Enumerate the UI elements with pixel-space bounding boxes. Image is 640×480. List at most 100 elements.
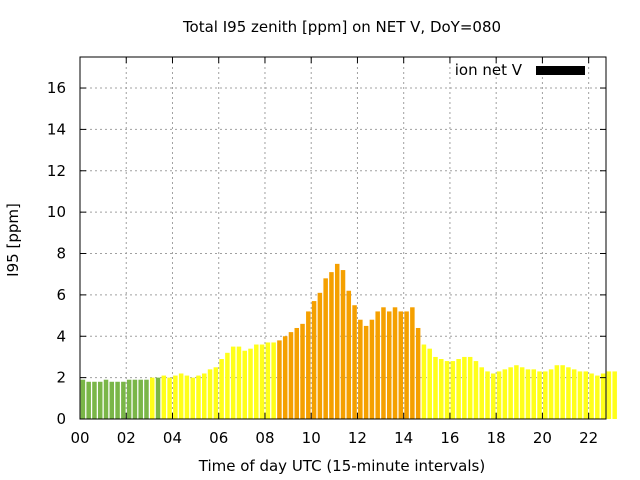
bar [606, 371, 612, 419]
bar [150, 377, 155, 419]
bar [369, 319, 375, 419]
bar [363, 325, 369, 419]
x-tick-label: 16 [440, 429, 459, 447]
bar [254, 344, 259, 419]
bar [334, 263, 340, 419]
bars [80, 263, 617, 419]
bar [531, 369, 536, 419]
bar [323, 278, 328, 419]
bar [317, 292, 323, 419]
bar [190, 377, 195, 419]
y-tick-label: 2 [56, 369, 66, 387]
x-tick-label: 10 [302, 429, 321, 447]
bar [236, 346, 242, 419]
x-tick-label: 02 [117, 429, 136, 447]
y-tick-label: 8 [56, 245, 66, 263]
legend: ion net V [455, 61, 585, 79]
y-tick-label: 16 [47, 79, 66, 97]
bar [473, 361, 479, 419]
bar [548, 369, 554, 419]
bar [138, 379, 143, 419]
bar [571, 369, 577, 419]
bar [467, 356, 473, 419]
chart-title: Total I95 zenith [ppm] on NET V, DoY=080 [182, 18, 501, 36]
legend-label: ion net V [455, 61, 523, 79]
bar [225, 352, 230, 419]
y-tick-label: 12 [47, 162, 66, 180]
bar [213, 367, 219, 419]
bar [126, 379, 132, 419]
bar [514, 365, 519, 419]
y-tick-label: 4 [56, 327, 66, 345]
bar [288, 332, 294, 419]
bar [462, 356, 467, 419]
bar [230, 346, 236, 419]
bar [386, 311, 392, 419]
bar [265, 342, 271, 419]
bar [502, 369, 508, 419]
bar [340, 270, 346, 419]
x-tick-label: 12 [348, 429, 367, 447]
plot-frame [79, 56, 607, 420]
bar [543, 371, 548, 419]
bar [398, 311, 404, 419]
bar [392, 307, 398, 419]
bar [352, 305, 357, 419]
bar [589, 373, 594, 419]
bar [282, 336, 288, 419]
x-tick-label: 08 [255, 429, 274, 447]
bar [132, 379, 138, 419]
bar [566, 367, 571, 419]
y-tick-label: 0 [56, 410, 66, 428]
bar [560, 365, 565, 419]
bar [109, 381, 115, 419]
grid [80, 57, 606, 419]
x-tick-label: 04 [163, 429, 182, 447]
bar [184, 375, 190, 419]
bar [121, 381, 126, 419]
bar [306, 311, 311, 419]
x-tick-label: 22 [579, 429, 598, 447]
bar [496, 371, 502, 419]
y-tick-label: 10 [47, 203, 66, 221]
bar [155, 377, 161, 419]
x-tick-label: 14 [394, 429, 413, 447]
bar [421, 344, 427, 419]
bar [86, 381, 91, 419]
bar [358, 319, 363, 419]
bar [202, 373, 207, 419]
bar [554, 365, 560, 419]
bar [277, 340, 282, 419]
bar [294, 327, 300, 419]
bar [207, 369, 213, 419]
bar [427, 348, 432, 419]
bar [248, 348, 253, 419]
bar [161, 375, 167, 419]
bar [329, 272, 334, 419]
bar [479, 367, 484, 419]
bar [178, 373, 184, 419]
bar [242, 350, 247, 419]
bar [97, 381, 103, 419]
bar [381, 307, 386, 419]
bar [173, 375, 178, 419]
bar [115, 381, 120, 419]
x-tick-label: 06 [209, 429, 228, 447]
bar [311, 301, 317, 419]
bar [600, 373, 606, 419]
bar [300, 323, 305, 419]
bar [439, 359, 444, 419]
bar [144, 379, 149, 419]
bar [404, 311, 409, 419]
bar [103, 379, 109, 419]
x-tick-label: 00 [70, 429, 89, 447]
bar [537, 371, 542, 419]
bar [519, 367, 525, 419]
bar [612, 371, 617, 419]
bar [196, 375, 201, 419]
bar [259, 344, 265, 419]
bar [375, 311, 380, 419]
bar [583, 371, 589, 419]
x-tick-label: 20 [533, 429, 552, 447]
